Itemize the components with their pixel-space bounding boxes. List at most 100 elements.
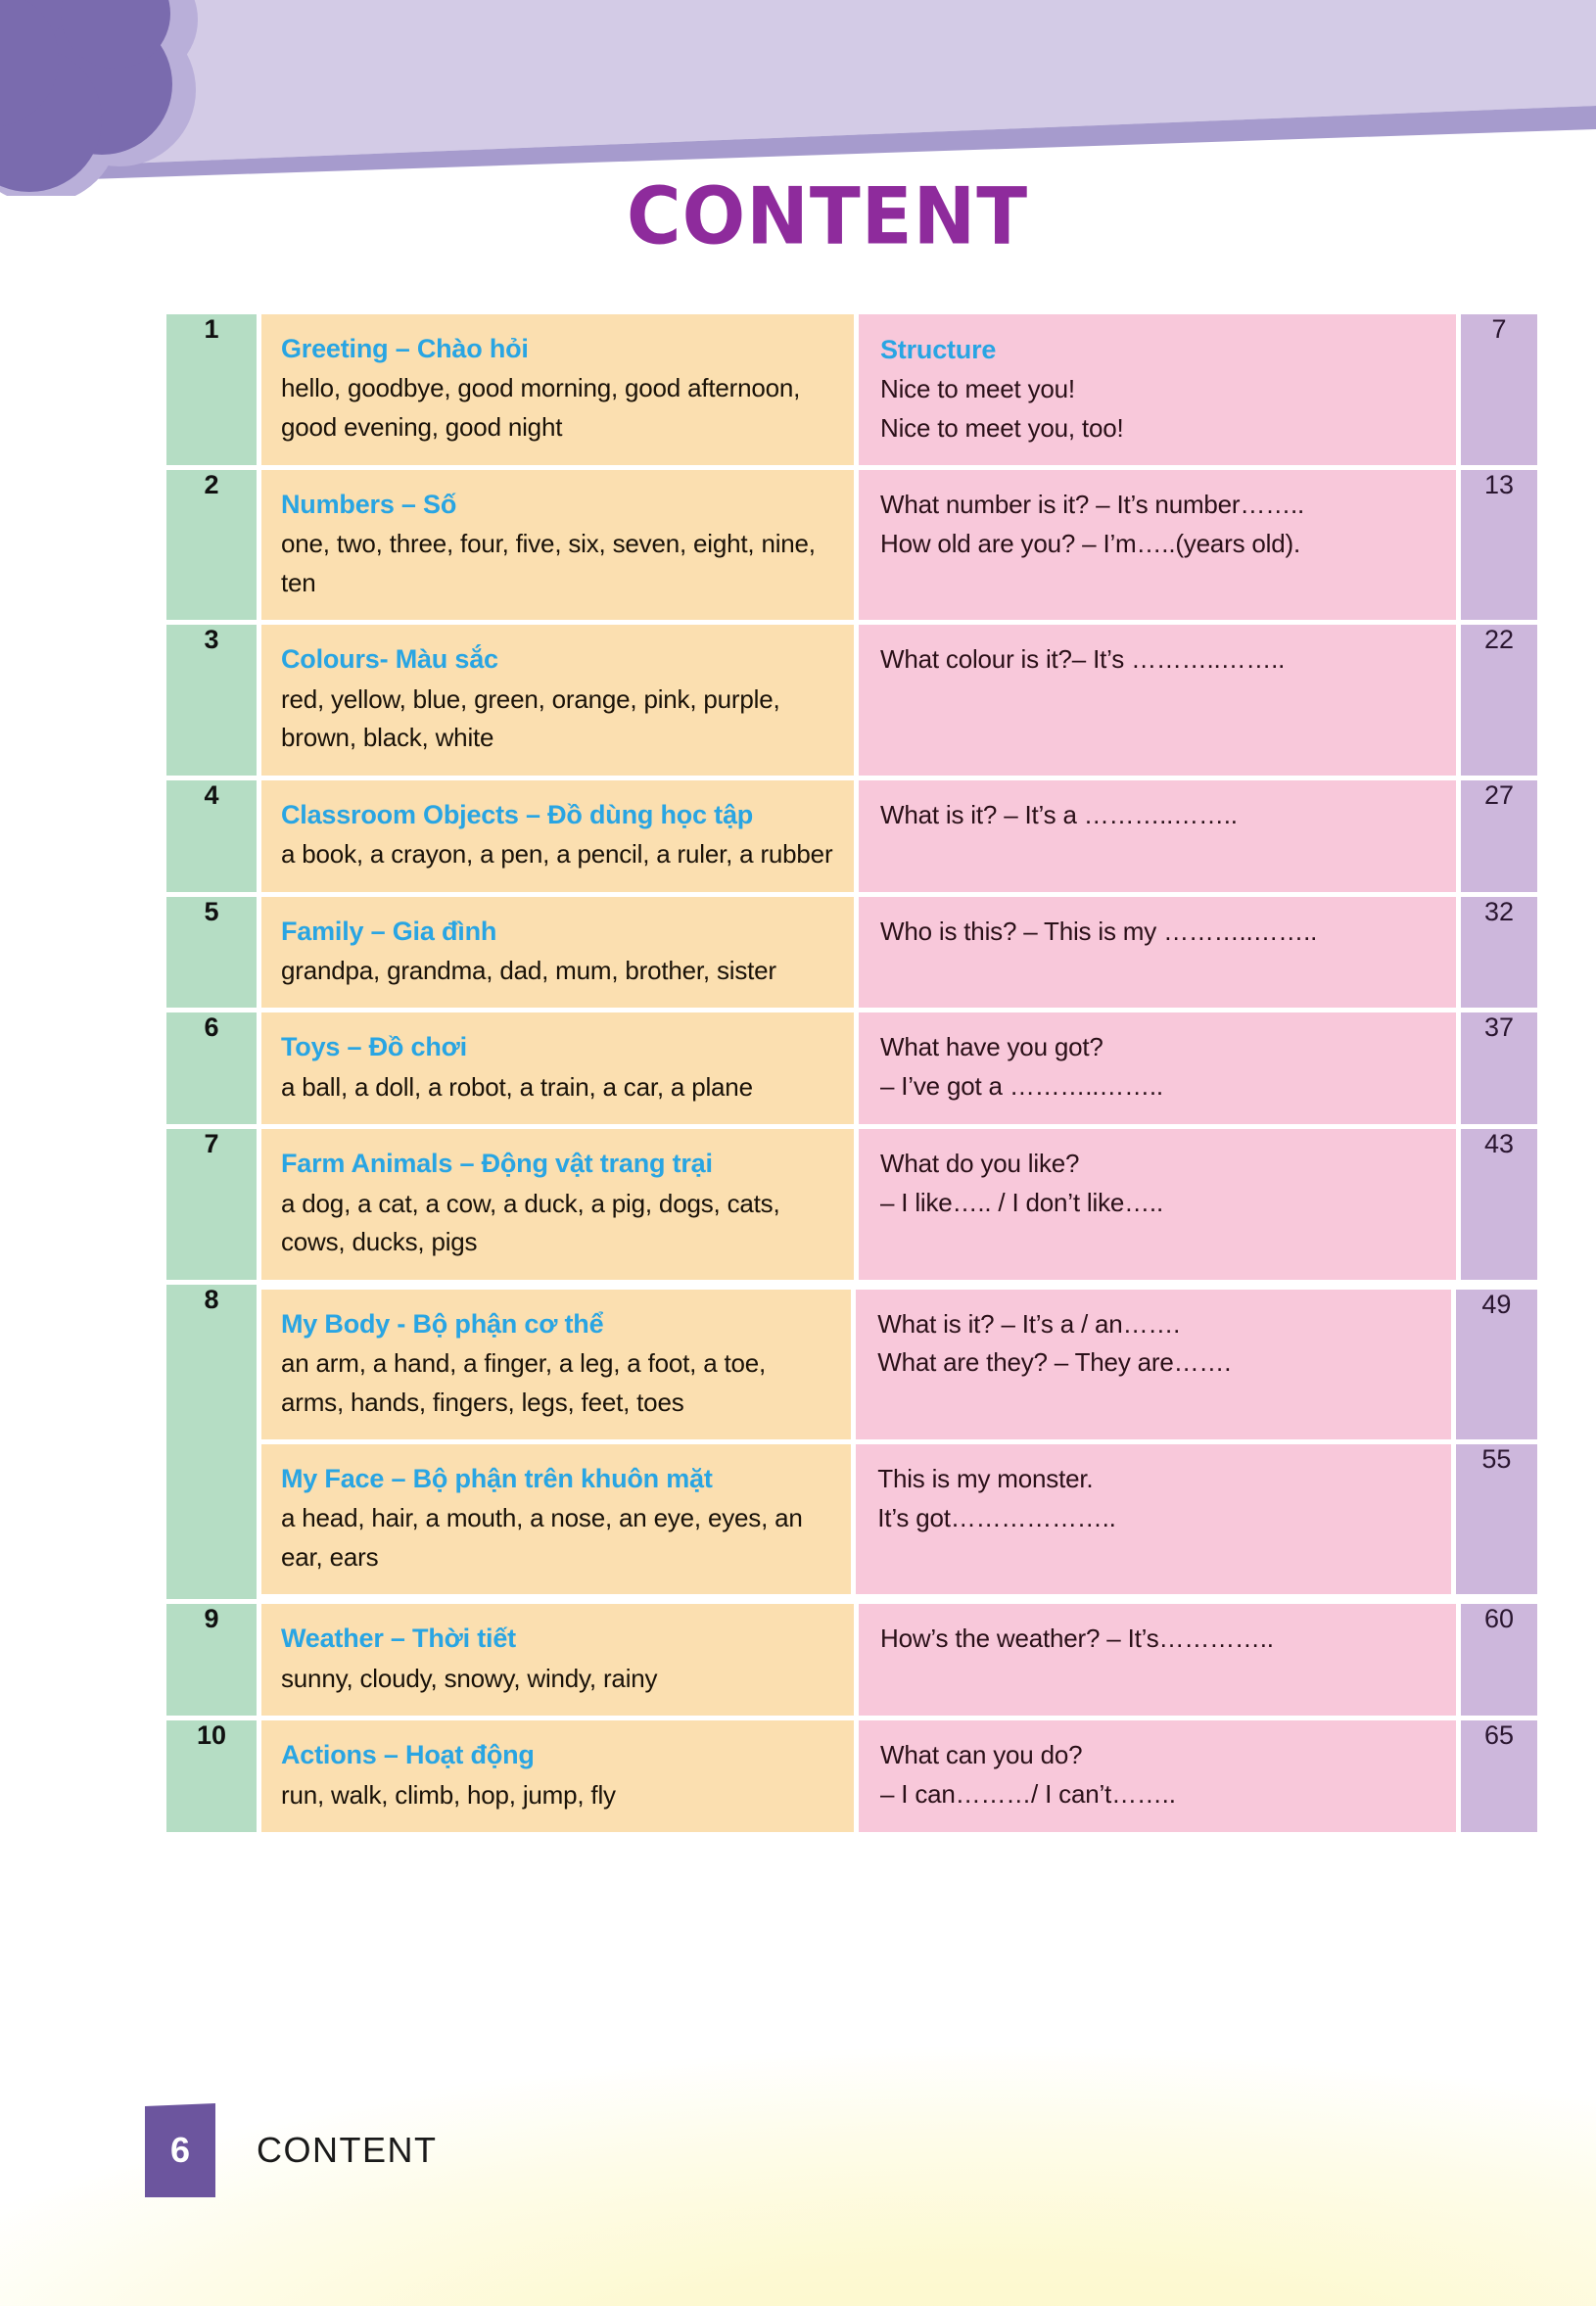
- structure-line: How old are you? – I’m…..(years old).: [880, 528, 1300, 558]
- content-table-body: 1 Greeting – Chào hỏi hello, goodbye, go…: [166, 314, 1537, 1833]
- row-topic-cell: Family – Gia đình grandpa, grandma, dad,…: [261, 896, 854, 1009]
- topic-words: one, two, three, four, five, six, seven,…: [281, 529, 816, 597]
- row-structure-cell: Structure Nice to meet you! Nice to meet…: [859, 314, 1456, 466]
- structure-line: What can you do?: [880, 1740, 1083, 1770]
- row-structure-cell: What colour is it?– It’s ………..……..: [859, 625, 1456, 776]
- row-page-cell: 65: [1461, 1720, 1537, 1833]
- structure-line: – I can………/ I can’t……..: [880, 1778, 1176, 1809]
- structure-line: It’s got………………..: [877, 1502, 1116, 1532]
- table-subrow: My Face – Bộ phận trên khuôn mặt a head,…: [261, 1444, 1537, 1595]
- group-subrows-container: My Body - Bộ phận cơ thể an arm, a hand,…: [261, 1285, 1537, 1600]
- table-row: 9 Weather – Thời tiết sunny, cloudy, sno…: [166, 1604, 1537, 1717]
- topic-title: Farm Animals – Động vật trang trại: [281, 1149, 713, 1179]
- table-subrow: My Body - Bộ phận cơ thể an arm, a hand,…: [261, 1289, 1537, 1440]
- row-number-cell: 9: [166, 1604, 257, 1717]
- structure-line: What is it? – It’s a / an…….: [877, 1308, 1181, 1339]
- row-number-cell: 6: [166, 1012, 257, 1125]
- topic-words: sunny, cloudy, snowy, windy, rainy: [281, 1663, 658, 1693]
- row-topic-cell: Weather – Thời tiết sunny, cloudy, snowy…: [261, 1604, 854, 1717]
- page-title-text: CONTENT: [626, 169, 1029, 262]
- page-footer: 6 CONTENT: [145, 2103, 438, 2197]
- table-row: 4 Classroom Objects – Đồ dùng học tập a …: [166, 779, 1537, 892]
- row-page-cell: 22: [1461, 625, 1537, 776]
- row-structure-cell: What number is it? – It’s number…….. How…: [859, 470, 1456, 621]
- table-row: 3 Colours- Màu sắc red, yellow, blue, gr…: [166, 625, 1537, 776]
- banner-edge-stripe: [0, 106, 1596, 182]
- topic-words: hello, goodbye, good morning, good after…: [281, 373, 801, 442]
- structure-line: What is it? – It’s a ………..……..: [880, 799, 1238, 829]
- topic-title: My Face – Bộ phận trên khuôn mặt: [281, 1464, 713, 1494]
- structure-line: What do you like?: [880, 1149, 1080, 1179]
- topic-words: a book, a crayon, a pen, a pencil, a rul…: [281, 839, 833, 870]
- topic-title: Colours- Màu sắc: [281, 644, 498, 675]
- banner-light-shape: [0, 0, 1596, 168]
- topic-words: red, yellow, blue, green, orange, pink, …: [281, 683, 780, 753]
- structure-line: Nice to meet you, too!: [880, 412, 1124, 443]
- row-structure-cell: How’s the weather? – It’s…………..: [859, 1604, 1456, 1717]
- structure-line: This is my monster.: [877, 1464, 1094, 1494]
- row-number-cell: 1: [166, 314, 257, 466]
- row-topic-cell: Farm Animals – Động vật trang trại a dog…: [261, 1129, 854, 1280]
- row-page-cell: 32: [1461, 896, 1537, 1009]
- row-topic-cell: Actions – Hoạt động run, walk, climb, ho…: [261, 1720, 854, 1833]
- table-row: 7 Farm Animals – Động vật trang trại a d…: [166, 1129, 1537, 1280]
- row-structure-cell: What can you do? – I can………/ I can’t……..: [859, 1720, 1456, 1833]
- row-structure-cell: This is my monster. It’s got………………..: [856, 1444, 1451, 1595]
- topic-title: My Body - Bộ phận cơ thể: [281, 1308, 604, 1339]
- topic-title: Greeting – Chào hỏi: [281, 334, 529, 363]
- structure-line: What number is it? – It’s number……..: [880, 490, 1305, 520]
- row-number-cell: 3: [166, 625, 257, 776]
- top-decorative-banner: [0, 0, 1596, 196]
- row-structure-cell: What have you got? – I’ve got a ………..…….…: [859, 1012, 1456, 1125]
- structure-heading: Structure: [880, 335, 997, 364]
- row-page-cell: 55: [1455, 1444, 1537, 1595]
- table-row-group-8: 8 My Body - Bộ phận cơ thể: [166, 1284, 1537, 1600]
- row-page-cell: 27: [1461, 779, 1537, 892]
- structure-line: What colour is it?– It’s ………..……..: [880, 644, 1286, 675]
- topic-words: a head, hair, a mouth, a nose, an eye, e…: [281, 1503, 803, 1572]
- topic-title: Classroom Objects – Đồ dùng học tập: [281, 799, 754, 829]
- row-number-cell: 2: [166, 470, 257, 621]
- row-page-cell: 43: [1461, 1129, 1537, 1280]
- structure-line: What are they? – They are…….: [877, 1347, 1232, 1378]
- row-page-cell: 37: [1461, 1012, 1537, 1125]
- row-page-cell: 60: [1461, 1604, 1537, 1717]
- topic-title: Numbers – Số: [281, 490, 457, 520]
- topic-words: an arm, a hand, a finger, a leg, a foot,…: [281, 1348, 767, 1417]
- row-page-cell: 13: [1461, 470, 1537, 621]
- cloud-flower-icon: [0, 0, 172, 192]
- table-row: 2 Numbers – Số one, two, three, four, fi…: [166, 470, 1537, 621]
- footer-page-number: 6: [145, 2103, 215, 2197]
- page-title: CONTENT: [0, 169, 1596, 261]
- topic-title: Family – Gia đình: [281, 916, 497, 946]
- table-row: 6 Toys – Đồ chơi a ball, a doll, a robot…: [166, 1012, 1537, 1125]
- topic-words: a ball, a doll, a robot, a train, a car,…: [281, 1071, 753, 1102]
- structure-line: How’s the weather? – It’s…………..: [880, 1624, 1274, 1654]
- row-page-cell: 7: [1461, 314, 1537, 466]
- row-number-cell: 5: [166, 896, 257, 1009]
- table-row: 10 Actions – Hoạt động run, walk, climb,…: [166, 1720, 1537, 1833]
- row-topic-cell: Numbers – Số one, two, three, four, five…: [261, 470, 854, 621]
- row-topic-cell: My Face – Bộ phận trên khuôn mặt a head,…: [261, 1444, 851, 1595]
- row-topic-cell: Colours- Màu sắc red, yellow, blue, gree…: [261, 625, 854, 776]
- structure-line: What have you got?: [880, 1032, 1103, 1062]
- row-structure-cell: What is it? – It’s a ………..……..: [859, 779, 1456, 892]
- row-topic-cell: Toys – Đồ chơi a ball, a doll, a robot, …: [261, 1012, 854, 1125]
- row-structure-cell: What is it? – It’s a / an……. What are th…: [856, 1289, 1451, 1440]
- topic-words: a dog, a cat, a cow, a duck, a pig, dogs…: [281, 1188, 780, 1257]
- group-subrow-table: My Body - Bộ phận cơ thể an arm, a hand,…: [261, 1285, 1537, 1600]
- structure-line: Who is this? – This is my ………..……..: [880, 916, 1318, 946]
- topic-title: Actions – Hoạt động: [281, 1740, 535, 1770]
- structure-line: – I like….. / I don’t like…..: [880, 1187, 1163, 1217]
- topic-title: Toys – Đồ chơi: [281, 1032, 467, 1062]
- row-structure-cell: What do you like? – I like….. / I don’t …: [859, 1129, 1456, 1280]
- topic-words: grandpa, grandma, dad, mum, brother, sis…: [281, 955, 776, 985]
- row-topic-cell: Greeting – Chào hỏi hello, goodbye, good…: [261, 314, 854, 466]
- structure-line: Nice to meet you!: [880, 374, 1075, 404]
- footer-section-label: CONTENT: [257, 2130, 438, 2170]
- row-number-cell: 10: [166, 1720, 257, 1833]
- row-topic-cell: My Body - Bộ phận cơ thể an arm, a hand,…: [261, 1289, 851, 1440]
- topic-title: Weather – Thời tiết: [281, 1624, 516, 1654]
- structure-line: – I’ve got a ………..……..: [880, 1070, 1163, 1101]
- row-topic-cell: Classroom Objects – Đồ dùng học tập a bo…: [261, 779, 854, 892]
